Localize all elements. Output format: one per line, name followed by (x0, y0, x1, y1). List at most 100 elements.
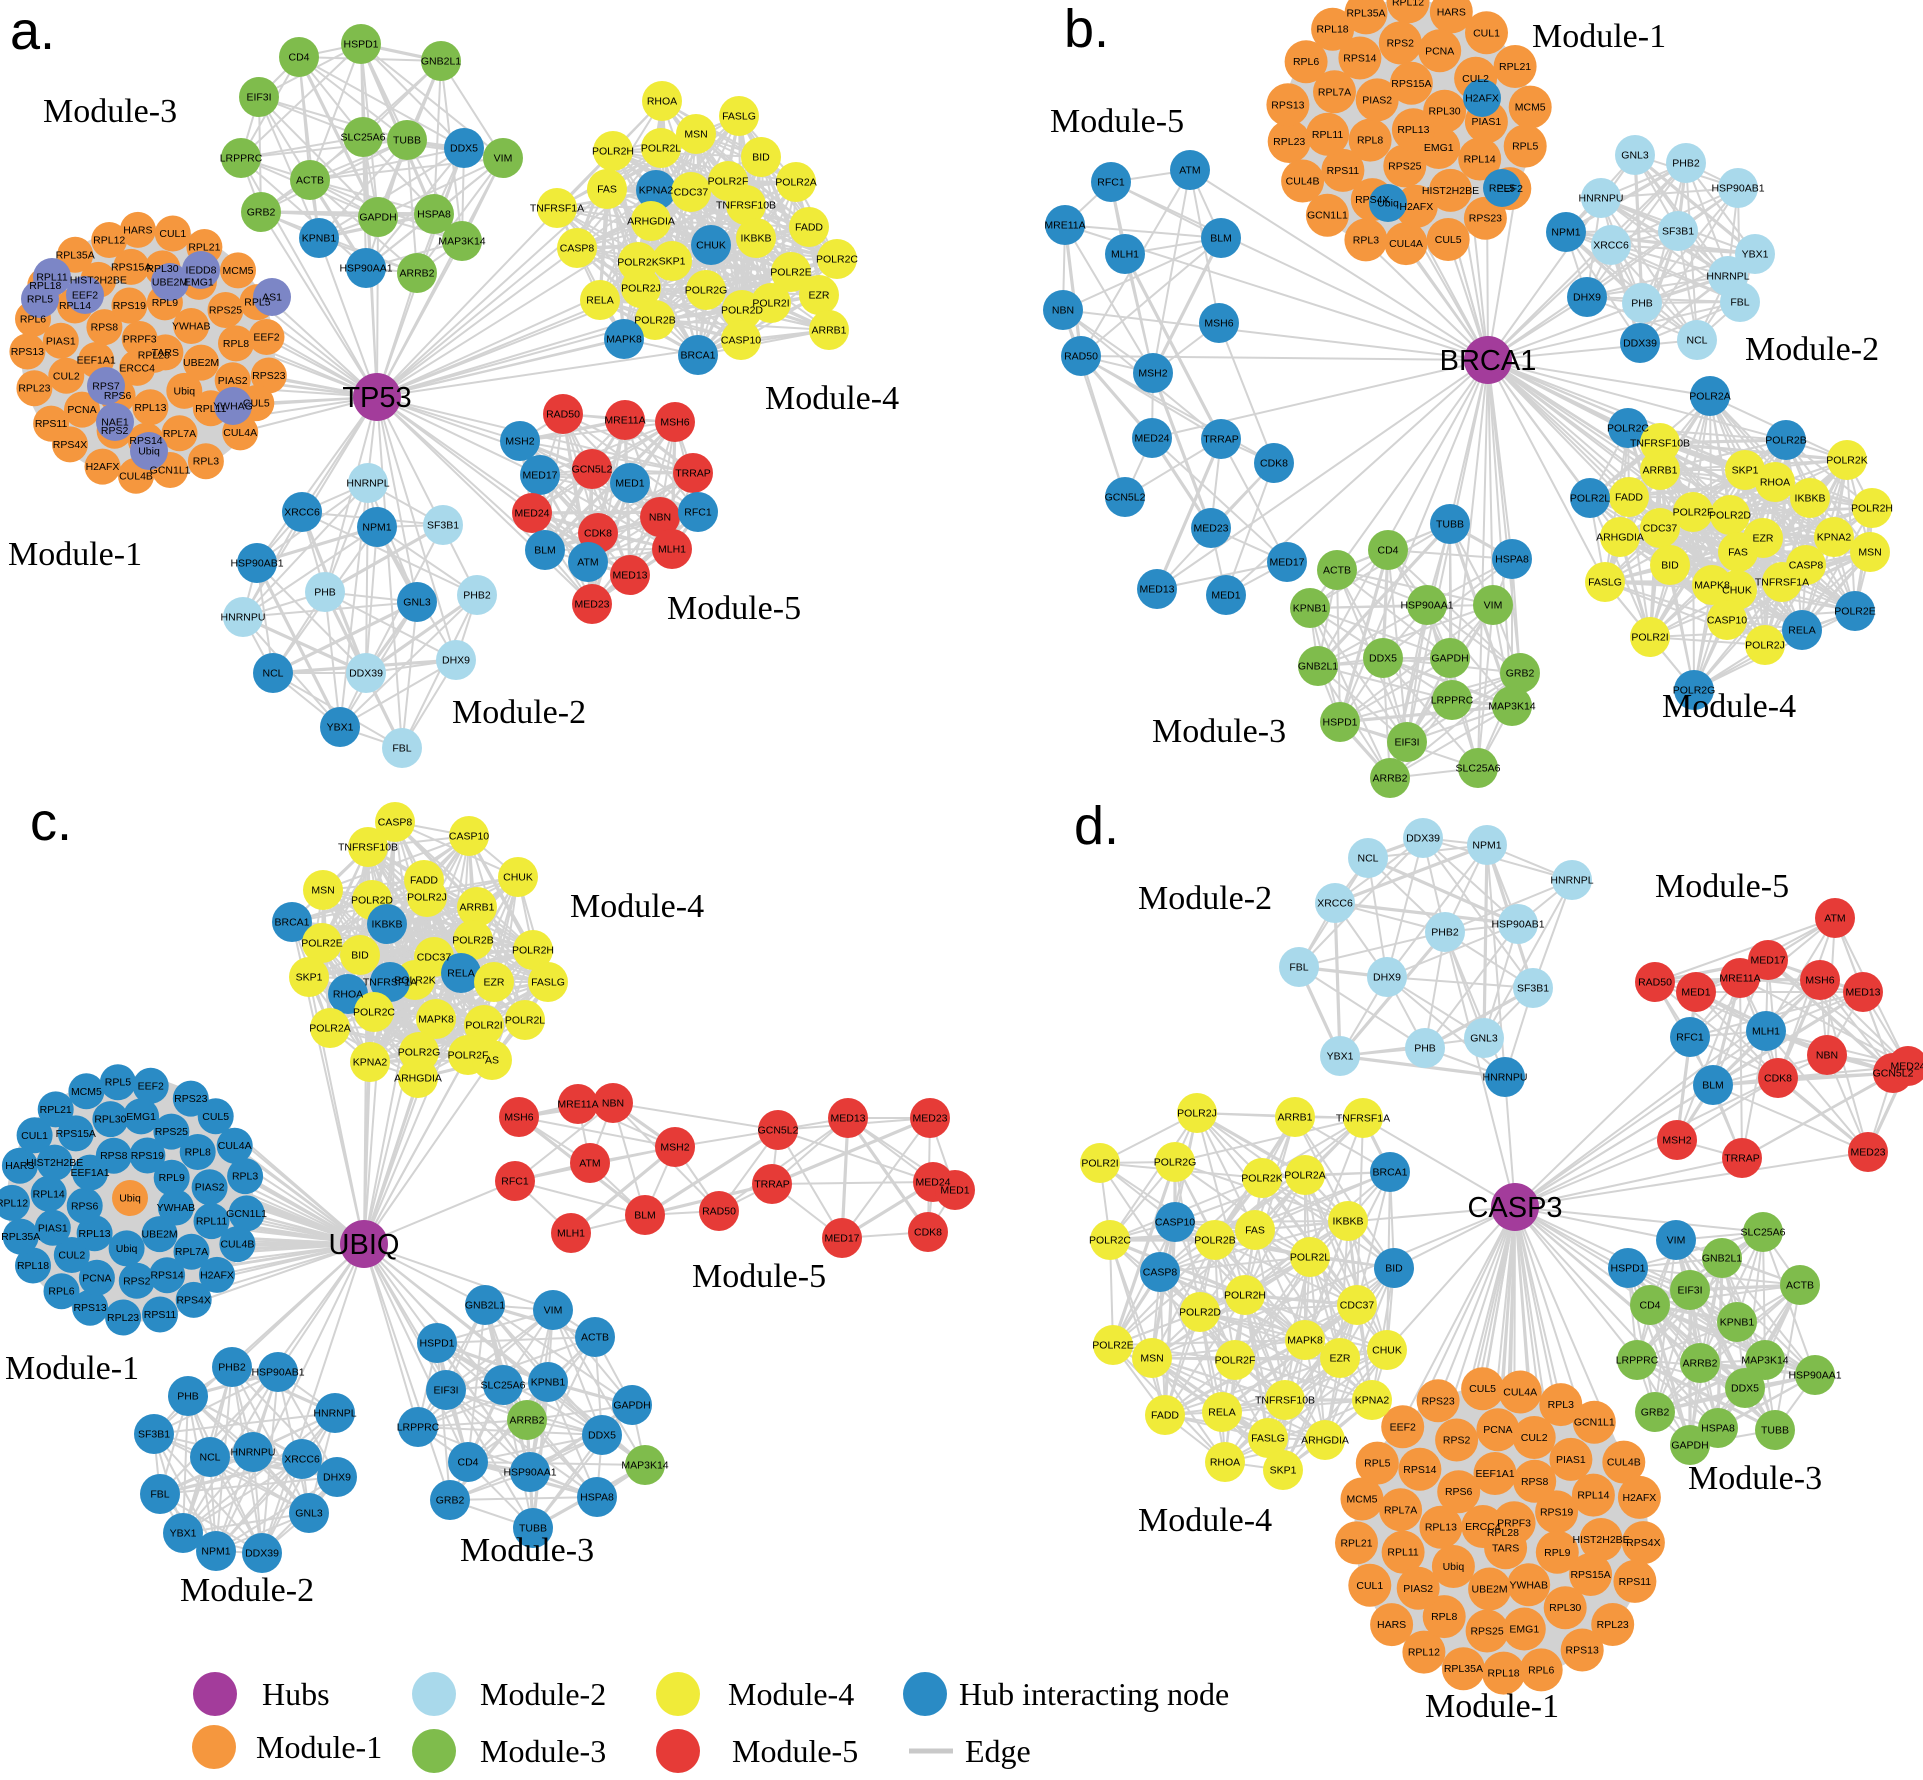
svg-text:Ubiq: Ubiq (119, 1193, 141, 1205)
svg-text:TNFRSF10B: TNFRSF10B (1630, 438, 1690, 450)
svg-text:POLR2G: POLR2G (1673, 685, 1716, 697)
svg-text:RAD50: RAD50 (546, 409, 580, 421)
svg-text:RPS8: RPS8 (100, 1150, 128, 1162)
svg-text:EZR: EZR (484, 977, 505, 989)
svg-text:CUL1: CUL1 (1356, 1580, 1383, 1592)
svg-text:RELA: RELA (447, 968, 474, 980)
svg-text:Module-4: Module-4 (765, 380, 899, 417)
svg-text:EZR: EZR (1330, 1353, 1351, 1365)
svg-text:MSH6: MSH6 (1805, 975, 1834, 987)
svg-text:RPL13: RPL13 (134, 402, 166, 414)
svg-text:RPL6: RPL6 (1528, 1664, 1554, 1676)
svg-text:MED23: MED23 (912, 1113, 947, 1125)
svg-text:RPL5: RPL5 (1512, 141, 1538, 153)
svg-text:GNL3: GNL3 (403, 597, 431, 609)
svg-text:MED24: MED24 (915, 1177, 950, 1189)
svg-text:RPL18: RPL18 (1317, 24, 1349, 36)
svg-text:LRPPRC: LRPPRC (397, 1422, 440, 1434)
svg-text:BLM: BLM (1210, 233, 1232, 245)
svg-text:MSH2: MSH2 (1138, 368, 1167, 380)
svg-text:BID: BID (752, 152, 770, 164)
svg-text:NAE1: NAE1 (101, 417, 129, 429)
svg-text:RPL28: RPL28 (138, 349, 170, 361)
svg-text:MRE11A: MRE11A (604, 415, 645, 427)
svg-text:MED24: MED24 (1890, 1061, 1923, 1073)
svg-text:AS1: AS1 (262, 292, 282, 304)
svg-text:POLR2A: POLR2A (1689, 391, 1730, 403)
svg-text:POLR2K: POLR2K (394, 975, 435, 987)
svg-text:VIM: VIM (494, 153, 513, 165)
svg-text:RPL11: RPL11 (195, 403, 226, 415)
svg-text:POLR2K: POLR2K (1826, 455, 1867, 467)
svg-text:Module-1: Module-1 (5, 1350, 139, 1387)
svg-text:NBN: NBN (1052, 305, 1074, 317)
svg-text:NCL: NCL (1357, 853, 1378, 865)
svg-text:HSP90AA1: HSP90AA1 (503, 1467, 556, 1479)
svg-text:KPNA2: KPNA2 (353, 1057, 388, 1069)
svg-text:RPS8: RPS8 (91, 322, 119, 334)
svg-text:RPS15A: RPS15A (56, 1128, 96, 1140)
svg-text:KPNA2: KPNA2 (1817, 532, 1852, 544)
svg-text:MCM5: MCM5 (1515, 102, 1546, 114)
svg-text:HNRNPU: HNRNPU (1483, 1072, 1528, 1084)
svg-text:H2AFX: H2AFX (1399, 201, 1433, 213)
svg-text:RPS15A: RPS15A (111, 261, 151, 273)
svg-text:MSN: MSN (1140, 1353, 1163, 1365)
svg-text:RPL8: RPL8 (1431, 1611, 1457, 1623)
svg-text:PIAS1: PIAS1 (38, 1222, 68, 1234)
svg-text:CDK8: CDK8 (914, 1227, 942, 1239)
svg-text:HNRNPL: HNRNPL (313, 1408, 356, 1420)
svg-text:POLR2I: POLR2I (1081, 1158, 1118, 1170)
svg-text:POLR2I: POLR2I (752, 298, 789, 310)
svg-text:YBX1: YBX1 (1327, 1051, 1354, 1063)
svg-text:HSP90AB1: HSP90AB1 (1711, 183, 1764, 195)
svg-text:SLC25A6: SLC25A6 (1456, 763, 1501, 775)
svg-text:GNL3: GNL3 (1621, 150, 1649, 162)
svg-text:RPL21: RPL21 (1499, 61, 1531, 73)
svg-text:POLR2H: POLR2H (1224, 1290, 1266, 1302)
svg-text:RELA: RELA (586, 295, 613, 307)
svg-text:Module-4: Module-4 (728, 1676, 854, 1712)
svg-text:Module-4: Module-4 (1662, 688, 1796, 725)
svg-text:NPM1: NPM1 (362, 522, 391, 534)
svg-text:POLR2J: POLR2J (1745, 640, 1785, 652)
svg-text:ERCC4: ERCC4 (119, 362, 155, 374)
svg-text:EMG1: EMG1 (1509, 1624, 1539, 1636)
svg-text:PRPF3: PRPF3 (1497, 1517, 1531, 1529)
svg-text:FBL: FBL (1289, 962, 1308, 974)
svg-text:YWHAB: YWHAB (172, 321, 211, 333)
svg-text:RHOA: RHOA (1210, 1457, 1240, 1469)
svg-text:RPS19: RPS19 (113, 300, 146, 312)
svg-text:SF3B1: SF3B1 (138, 1429, 170, 1441)
svg-text:NPM1: NPM1 (1551, 227, 1580, 239)
svg-text:MED13: MED13 (1845, 987, 1880, 999)
svg-text:Ubiq: Ubiq (1443, 1561, 1465, 1573)
svg-text:RPS4X: RPS4X (176, 1294, 210, 1306)
svg-text:RPL5: RPL5 (27, 294, 53, 306)
svg-text:AS: AS (485, 1055, 499, 1067)
svg-text:POLR2J: POLR2J (621, 283, 661, 295)
svg-text:DHX9: DHX9 (1373, 972, 1401, 984)
svg-text:POLR2L: POLR2L (641, 143, 681, 155)
svg-text:RPS4X: RPS4X (53, 439, 87, 451)
svg-text:PIAS2: PIAS2 (1362, 94, 1392, 106)
svg-text:ARHGDIA: ARHGDIA (627, 216, 675, 228)
svg-text:MAPK8: MAPK8 (1287, 1335, 1323, 1347)
svg-text:ARRB1: ARRB1 (1277, 1112, 1312, 1124)
svg-text:CDK8: CDK8 (1260, 458, 1288, 470)
svg-text:RPL30: RPL30 (1549, 1602, 1581, 1614)
svg-text:EEF1A1: EEF1A1 (77, 355, 116, 367)
svg-text:EMG1: EMG1 (184, 276, 214, 288)
svg-text:RPL23: RPL23 (1597, 1619, 1629, 1631)
svg-text:RPL23: RPL23 (107, 1312, 139, 1324)
svg-text:PCNA: PCNA (67, 404, 96, 416)
svg-text:CASP10: CASP10 (449, 831, 489, 843)
svg-text:EEF2: EEF2 (72, 290, 98, 302)
svg-text:BLM: BLM (1702, 1080, 1724, 1092)
svg-text:POLR2J: POLR2J (407, 892, 447, 904)
svg-text:RPL6: RPL6 (20, 313, 46, 325)
svg-text:Module-2: Module-2 (480, 1676, 606, 1712)
svg-text:TP53: TP53 (342, 382, 411, 414)
svg-text:MSN: MSN (684, 129, 707, 141)
svg-text:POLR2A: POLR2A (775, 177, 816, 189)
